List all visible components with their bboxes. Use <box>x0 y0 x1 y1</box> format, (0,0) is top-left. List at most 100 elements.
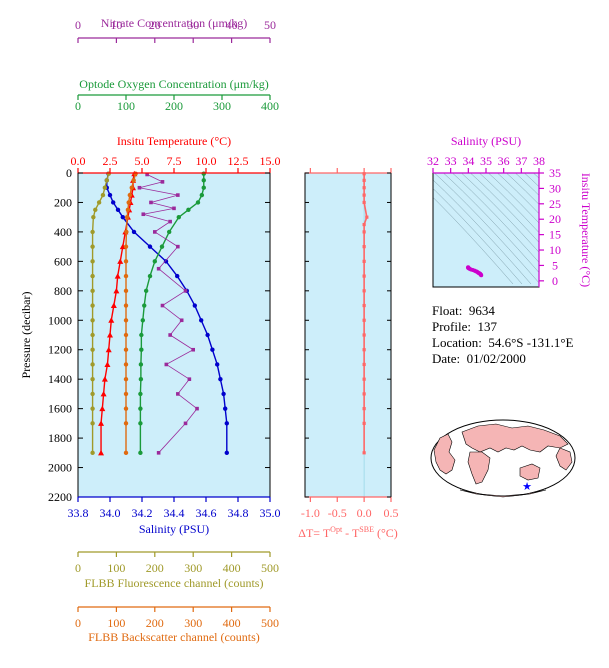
salinity-data-point <box>192 303 197 308</box>
oxygen-data-point <box>195 200 201 205</box>
salinity-data-point <box>107 192 113 198</box>
ts-salinity-tick-label: 36 <box>498 154 510 168</box>
backscatter-data-point <box>124 214 130 220</box>
delta-t-data-point <box>362 407 366 411</box>
oxygen-data-point <box>199 192 205 198</box>
fluorescence-data-point <box>90 288 95 294</box>
salinity-data-point <box>199 318 204 323</box>
ts-salinity-tick-label: 34 <box>462 154 474 168</box>
temperature-tick-label: 0.0 <box>71 154 86 168</box>
backscatter-data-point <box>123 362 129 367</box>
nitrate-tick-label: 50 <box>264 18 276 32</box>
ts-density-contour <box>461 173 539 253</box>
fluorescence-axis-title: FLBB Fluorescence channel (counts) <box>85 576 264 590</box>
oxygen-data-point <box>201 178 206 183</box>
pressure-tick-label: 1400 <box>48 372 72 386</box>
fluorescence-data-point <box>90 406 95 411</box>
ts-salinity-tick-label: 33 <box>445 154 457 168</box>
world-map-landmass-americas-west <box>433 433 456 475</box>
oxygen-data-point <box>201 171 206 176</box>
temperature-data-point <box>108 317 115 323</box>
oxygen-data-point <box>138 391 143 397</box>
oxygen-data-point <box>138 406 143 411</box>
backscatter-data-point <box>123 259 129 264</box>
backscatter-data-point <box>123 288 129 294</box>
world-map: ★ <box>430 419 576 498</box>
temperature-tick-label: 5.0 <box>135 154 150 168</box>
fluorescence-tick-label: 400 <box>223 561 241 575</box>
ts-density-contour <box>479 173 539 233</box>
fluorescence-data-point <box>90 421 95 426</box>
oxygen-tick-label: 200 <box>165 99 183 113</box>
fluorescence-tick-label: 0 <box>75 561 81 575</box>
salinity-data-point <box>223 406 228 411</box>
salinity-axis: 33.8 34.0 34.2 34.4 34.6 34.8 35.0 <box>68 496 281 520</box>
salinity-series-line <box>106 173 228 453</box>
fluorescence-data-point <box>104 178 110 183</box>
fluorescence-data-point <box>90 229 95 235</box>
temperature-data-point <box>98 420 105 426</box>
fluorescence-data-point <box>90 332 95 338</box>
temperature-tick-label: 10.0 <box>196 154 217 168</box>
location-row: Location: 54.6°S -131.1°E <box>432 335 573 351</box>
delta-t-title-prefix: ΔT= T <box>298 526 331 540</box>
oxygen-series-line <box>139 173 205 453</box>
delta-t-panel-background <box>305 173 391 497</box>
delta-t-data-point <box>362 200 366 205</box>
salinity-data-point <box>163 259 169 264</box>
temperature-tick-label: 7.5 <box>167 154 182 168</box>
ts-density-contour <box>533 173 539 179</box>
nitrate-data-point <box>156 451 161 455</box>
oxygen-data-point <box>138 362 144 367</box>
pressure-tick-label: 1600 <box>48 402 72 416</box>
ts-temperature-tick-label: 25 <box>549 197 561 211</box>
world-map-landmass-eurasia <box>461 423 569 453</box>
backscatter-data-point <box>123 450 129 456</box>
fluorescence-series-line <box>91 173 110 453</box>
salinity-tick-label: 35.0 <box>260 506 281 520</box>
nitrate-data-point <box>176 244 180 249</box>
ts-density-contour <box>433 196 514 285</box>
delta-t-data-point <box>362 377 366 381</box>
nitrate-axis: 0 10 20 30 40 50 <box>75 18 276 43</box>
ts-temperature-tick-label: 10 <box>549 243 561 257</box>
pressure-tick-label: 600 <box>54 254 72 268</box>
delta-t-tick-label: 0.5 <box>384 506 399 520</box>
oxygen-data-point <box>176 214 181 220</box>
pressure-tick-label: 800 <box>54 284 72 298</box>
nitrate-data-point <box>195 406 199 411</box>
backscatter-tick-label: 400 <box>223 616 241 630</box>
backscatter-data-point <box>123 244 129 249</box>
delta-t-data-point <box>362 303 366 308</box>
temperature-tick-label: 12.5 <box>228 154 249 168</box>
ts-temperature-tick-label: 30 <box>549 181 561 195</box>
ts-salinity-tick-label: 35 <box>480 154 492 168</box>
backscatter-data-point <box>123 273 129 279</box>
pressure-axis-title: Pressure (decibar) <box>19 292 33 379</box>
fluorescence-data-point <box>90 450 95 456</box>
fluorescence-data-point <box>90 259 95 264</box>
backscatter-data-point <box>123 332 129 338</box>
delta-t-data-point <box>362 362 366 367</box>
ts-density-contour <box>433 188 523 285</box>
backscatter-axis-title: FLBB Backscatter channel (counts) <box>88 630 260 644</box>
backscatter-data-point <box>123 347 129 352</box>
delta-t-title-suffix: (°C) <box>374 526 398 540</box>
ts-temperature-tick-label: 5 <box>552 258 558 272</box>
backscatter-data-point <box>123 406 129 411</box>
nitrate-data-point <box>141 212 146 217</box>
float-info: Float: 9634 Profile: 137 Location: 54.6°… <box>432 303 573 367</box>
world-map-landmass-antarctica <box>459 489 547 498</box>
nitrate-data-point <box>149 200 153 205</box>
delta-t-series-layer <box>362 172 369 497</box>
fluorescence-data-point <box>90 303 95 308</box>
ts-temperature-axis-title: Insitu Temperature (°C) <box>579 173 593 287</box>
temperature-data-point <box>113 287 120 294</box>
ts-density-contour <box>524 173 539 187</box>
nitrate-data-point <box>168 333 172 337</box>
delta-t-data-point <box>362 172 366 176</box>
ts-density-contour <box>434 173 539 284</box>
salinity-data-point <box>111 200 116 205</box>
salinity-tick-label: 34.8 <box>228 506 249 520</box>
pressure-tick-label: 1200 <box>48 343 72 357</box>
